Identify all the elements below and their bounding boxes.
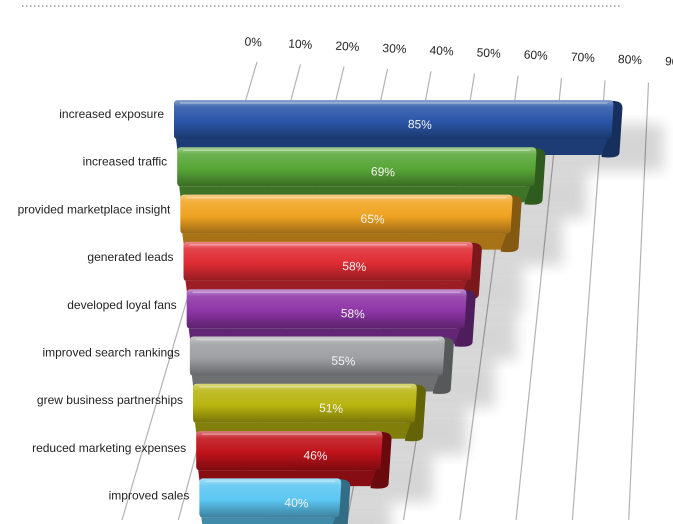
bar-end-cap [404, 384, 426, 442]
bar-end-cap [454, 290, 476, 347]
bar-value-label: 69% [371, 164, 396, 179]
category-label: developed loyal fans [67, 298, 176, 312]
x-tick-label: 10% [288, 37, 313, 52]
x-tick-label: 80% [618, 52, 643, 67]
bar-end-cap [460, 242, 482, 300]
category-labels: increased exposure increased traffic provi… [18, 107, 190, 503]
bar-value-label: 40% [284, 495, 309, 510]
bar-face [186, 289, 467, 329]
bar: 40% [199, 478, 351, 524]
bar-face [193, 383, 417, 423]
bar-end-cap [432, 337, 454, 394]
x-tick-label: 70% [571, 50, 596, 65]
category-label: improved sales [109, 489, 190, 503]
bar-value-label: 85% [408, 117, 433, 132]
x-tick-label: 20% [335, 39, 360, 54]
bar-face [177, 147, 537, 187]
bar-face [174, 100, 614, 139]
category-label: generated leads [87, 250, 173, 264]
bar-end-cap [601, 100, 623, 158]
x-tick-label: 90% [665, 54, 673, 69]
category-label: provided marketplace insight [18, 202, 171, 216]
bar-value-label: 58% [342, 259, 367, 274]
x-tick-label: 60% [523, 48, 548, 63]
bar-face [196, 431, 383, 471]
bar-face [183, 241, 473, 281]
bar-end-cap [524, 148, 546, 205]
bar-value-label: 46% [303, 448, 328, 463]
bar-value-label: 58% [340, 306, 365, 321]
bar-face [180, 194, 513, 234]
bar: 55% [189, 336, 454, 394]
bar-value-label: 55% [331, 353, 356, 368]
bar-end-cap [370, 431, 392, 489]
bar-face [189, 336, 445, 376]
bar-value-label: 51% [319, 401, 344, 416]
x-tick-label: 0% [244, 35, 262, 50]
category-label: grew business partnerships [37, 393, 183, 407]
x-tick-label: 50% [476, 45, 501, 60]
category-label: improved search rankings [42, 346, 179, 360]
bar-bottom-face [201, 517, 336, 524]
bar-value-label: 65% [360, 212, 385, 227]
category-label: reduced marketing expenses [32, 441, 186, 455]
x-tick-label: 40% [429, 43, 454, 58]
category-label: increased traffic [83, 155, 168, 169]
category-label: increased exposure [59, 107, 164, 121]
bars: 85% 69% 65% 58% 58% 55% 51% 46% 40% [174, 100, 623, 524]
bar-end-cap [500, 195, 522, 253]
x-axis-ticks: 0% 10% 20% 30% 40% 50% 60% 70% 80% 90% [244, 35, 673, 70]
x-tick-label: 30% [382, 41, 407, 56]
bar-face [199, 478, 342, 518]
